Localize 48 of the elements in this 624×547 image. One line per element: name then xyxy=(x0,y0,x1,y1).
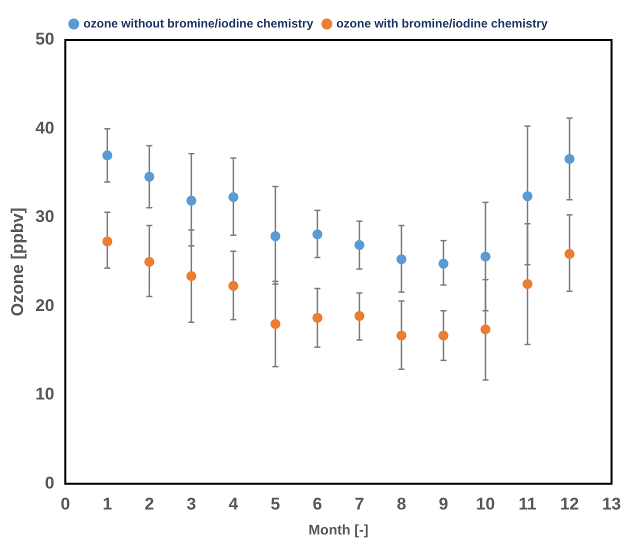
x-axis-title: Month [-] xyxy=(308,521,368,538)
point xyxy=(564,154,575,164)
x-tick-label: 2 xyxy=(144,494,154,514)
x-tick-label: 3 xyxy=(186,494,196,514)
y-tick-label: 30 xyxy=(35,207,54,226)
point xyxy=(186,196,196,206)
y-tick-label: 10 xyxy=(35,384,54,404)
x-tick-label: 1 xyxy=(102,494,112,514)
point xyxy=(144,256,154,267)
point xyxy=(396,330,406,341)
x-tick-label: 13 xyxy=(602,494,622,514)
y-tick-label: 40 xyxy=(35,118,54,138)
legend-label: ozone without bromine/iodine chemistry xyxy=(83,16,314,30)
x-tick-label: 7 xyxy=(354,494,364,514)
point xyxy=(480,252,490,262)
point xyxy=(480,324,490,334)
point xyxy=(522,191,533,202)
point xyxy=(522,279,533,290)
point xyxy=(228,192,238,202)
point xyxy=(312,312,322,323)
x-tick-label: 12 xyxy=(560,494,579,514)
point xyxy=(102,150,112,160)
x-tick-label: 11 xyxy=(518,494,536,514)
x-tick-label: 6 xyxy=(312,494,322,514)
y-tick-label: 20 xyxy=(35,296,54,315)
point xyxy=(564,248,575,259)
x-tick-label: 5 xyxy=(270,494,280,514)
point xyxy=(312,229,322,240)
point xyxy=(396,254,406,264)
x-tick-label: 0 xyxy=(60,494,70,514)
y-tick-label: 50 xyxy=(35,30,54,49)
point xyxy=(438,330,448,341)
point xyxy=(228,280,238,291)
x-tick-label: 9 xyxy=(438,494,448,514)
x-tick-label: 8 xyxy=(396,494,406,514)
y-axis-title: Ozone [ppbv] xyxy=(8,208,27,316)
point xyxy=(270,319,280,330)
y-tick-label: 0 xyxy=(44,473,54,492)
point xyxy=(186,271,196,282)
point xyxy=(354,311,364,322)
point xyxy=(102,236,112,246)
point xyxy=(438,258,448,269)
x-tick-label: 10 xyxy=(476,494,495,514)
legend-label: ozone with bromine/iodine chemistry xyxy=(336,16,548,30)
x-tick-label: 4 xyxy=(228,494,239,514)
point xyxy=(270,231,280,242)
point xyxy=(144,172,154,182)
point xyxy=(354,240,364,250)
